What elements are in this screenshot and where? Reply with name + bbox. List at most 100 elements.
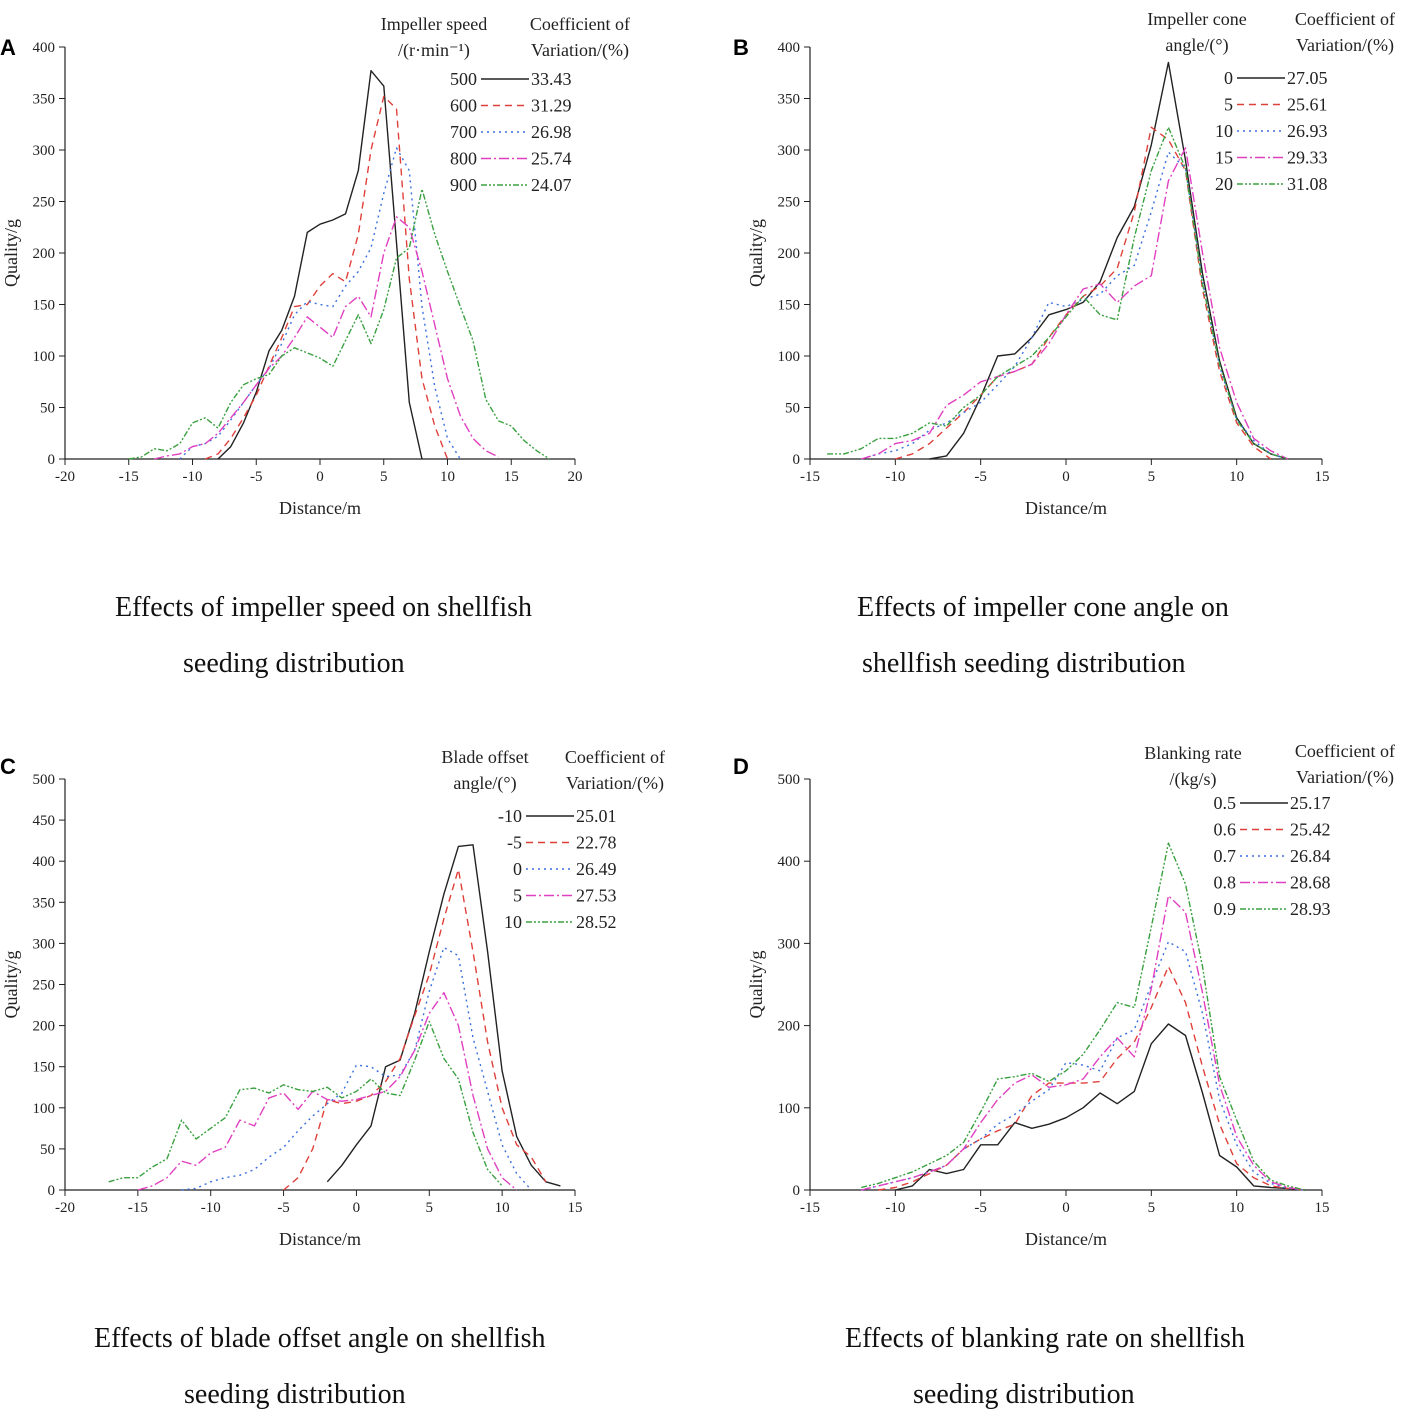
series-line-a-4 — [128, 188, 550, 460]
y-tick-label-b: 50 — [785, 401, 800, 417]
y-tick-label-b: 100 — [778, 349, 801, 365]
legend-cv-value-a: 33.43 — [531, 69, 572, 89]
y-tick-label-b: 250 — [778, 195, 801, 211]
caption-b-line2: shellfish seeding distribution — [862, 648, 1186, 679]
y-tick-label-c: 400 — [33, 854, 56, 870]
x-tick-label-a: -20 — [55, 469, 75, 485]
legend-param-value-b: 5 — [1224, 95, 1233, 115]
y-tick-label-a: 300 — [33, 143, 56, 159]
legend-cv-title-d: Coefficient of — [1295, 741, 1395, 761]
legend-param-value-a: 900 — [450, 175, 477, 195]
y-tick-label-c: 250 — [33, 978, 56, 994]
series-line-b-3 — [860, 147, 1289, 460]
y-tick-label-c: 300 — [33, 936, 56, 952]
legend-param-value-b: 15 — [1215, 148, 1233, 168]
x-tick-label-a: 10 — [440, 469, 455, 485]
legend-cv-title-c: Coefficient of — [565, 747, 665, 767]
caption-d-line2: seeding distribution — [913, 1379, 1135, 1410]
x-tick-label-c: 15 — [568, 1200, 583, 1216]
series-line-d-1 — [878, 965, 1305, 1191]
x-axis-title-b: Distance/m — [1025, 498, 1107, 518]
legend-cv-value-c: 26.49 — [576, 859, 617, 879]
legend-param-value-d: 0.5 — [1214, 793, 1237, 813]
legend-param-value-a: 800 — [450, 149, 477, 169]
series-line-d-4 — [861, 842, 1306, 1191]
y-tick-label-a: 400 — [33, 40, 56, 56]
legend-param-value-c: 10 — [504, 912, 522, 932]
legend-cv-value-c: 27.53 — [576, 886, 617, 906]
legend-cv-title-a: Coefficient of — [530, 14, 630, 34]
series-line-d-2 — [861, 941, 1305, 1191]
y-tick-label-b: 200 — [778, 246, 801, 262]
x-tick-label-a: 0 — [316, 469, 324, 485]
y-tick-label-c: 500 — [33, 772, 56, 788]
legend-param-title-b: Impeller cone — [1147, 9, 1246, 29]
legend-param-value-b: 20 — [1215, 174, 1233, 194]
x-tick-label-b: 5 — [1148, 469, 1156, 485]
legend-param-title-a: Impeller speed — [381, 14, 487, 34]
y-tick-label-d: 200 — [778, 1019, 801, 1035]
legend-cv-title-a: Variation/(%) — [531, 40, 629, 61]
legend-cv-value-b: 31.08 — [1287, 174, 1328, 194]
y-tick-label-a: 0 — [48, 452, 56, 468]
series-line-c-2 — [181, 946, 532, 1191]
legend-cv-title-b: Coefficient of — [1295, 9, 1395, 29]
y-tick-label-b: 300 — [778, 143, 801, 159]
legend-param-value-d: 0.7 — [1214, 846, 1237, 866]
caption-b-line1: Effects of impeller cone angle on — [857, 592, 1229, 623]
x-tick-label-c: 10 — [495, 1200, 510, 1216]
legend-param-value-a: 700 — [450, 122, 477, 142]
x-tick-label-a: 5 — [380, 469, 388, 485]
x-tick-label-d: 10 — [1229, 1200, 1244, 1216]
legend-cv-value-d: 25.42 — [1290, 820, 1331, 840]
y-tick-label-d: 100 — [778, 1101, 801, 1117]
legend-cv-value-c: 25.01 — [576, 806, 617, 826]
series-line-d-0 — [895, 1023, 1305, 1191]
legend-param-value-b: 0 — [1224, 68, 1233, 88]
y-axis-title-d: Quality/g — [746, 951, 766, 1019]
x-tick-label-c: 0 — [353, 1200, 361, 1216]
x-tick-label-c: -10 — [201, 1200, 221, 1216]
series-line-a-2 — [179, 147, 461, 460]
y-tick-label-a: 350 — [33, 92, 56, 108]
legend-param-title-c: Blade offset — [441, 747, 528, 767]
y-tick-label-a: 50 — [40, 401, 55, 417]
y-tick-label-d: 400 — [778, 854, 801, 870]
x-tick-label-d: 0 — [1062, 1200, 1070, 1216]
x-tick-label-a: -15 — [119, 469, 139, 485]
series-line-c-0 — [326, 844, 561, 1187]
legend-cv-value-a: 24.07 — [531, 175, 572, 195]
y-tick-label-b: 400 — [778, 40, 801, 56]
x-tick-label-a: -10 — [183, 469, 203, 485]
legend-cv-value-a: 26.98 — [531, 122, 572, 142]
y-tick-label-b: 0 — [793, 452, 801, 468]
legend-param-title-a: /(r·min⁻¹) — [398, 40, 470, 61]
y-tick-label-a: 200 — [33, 246, 56, 262]
legend-param-title-b: angle/(°) — [1165, 35, 1228, 56]
x-tick-label-b: -15 — [800, 469, 820, 485]
legend-cv-value-b: 25.61 — [1287, 95, 1328, 115]
y-axis-title-b: Quality/g — [746, 219, 766, 287]
y-axis-title-c: Quality/g — [1, 951, 21, 1019]
y-tick-label-c: 150 — [33, 1060, 56, 1076]
legend-param-title-c: angle/(°) — [453, 773, 516, 794]
x-tick-label-d: -5 — [974, 1200, 987, 1216]
x-tick-label-d: 5 — [1148, 1200, 1156, 1216]
x-tick-label-d: -15 — [800, 1200, 820, 1216]
caption-a: Effects of impeller speed on shellfish s… — [115, 580, 532, 692]
x-tick-label-a: 20 — [568, 469, 583, 485]
caption-c-line2: seeding distribution — [184, 1379, 406, 1410]
x-tick-label-c: -20 — [55, 1200, 75, 1216]
x-tick-label-a: 15 — [504, 469, 519, 485]
y-tick-label-b: 150 — [778, 298, 801, 314]
series-line-a-0 — [217, 69, 423, 460]
y-tick-label-b: 350 — [778, 92, 801, 108]
legend-cv-title-b: Variation/(%) — [1296, 35, 1394, 56]
legend-param-value-c: -10 — [498, 806, 522, 826]
caption-a-line2: seeding distribution — [183, 648, 405, 679]
caption-b: Effects of impeller cone angle on shellf… — [857, 580, 1229, 692]
panel-letter-a: A — [0, 35, 16, 60]
x-axis-title-d: Distance/m — [1025, 1229, 1107, 1249]
caption-c: Effects of blade offset angle on shellfi… — [94, 1311, 546, 1423]
